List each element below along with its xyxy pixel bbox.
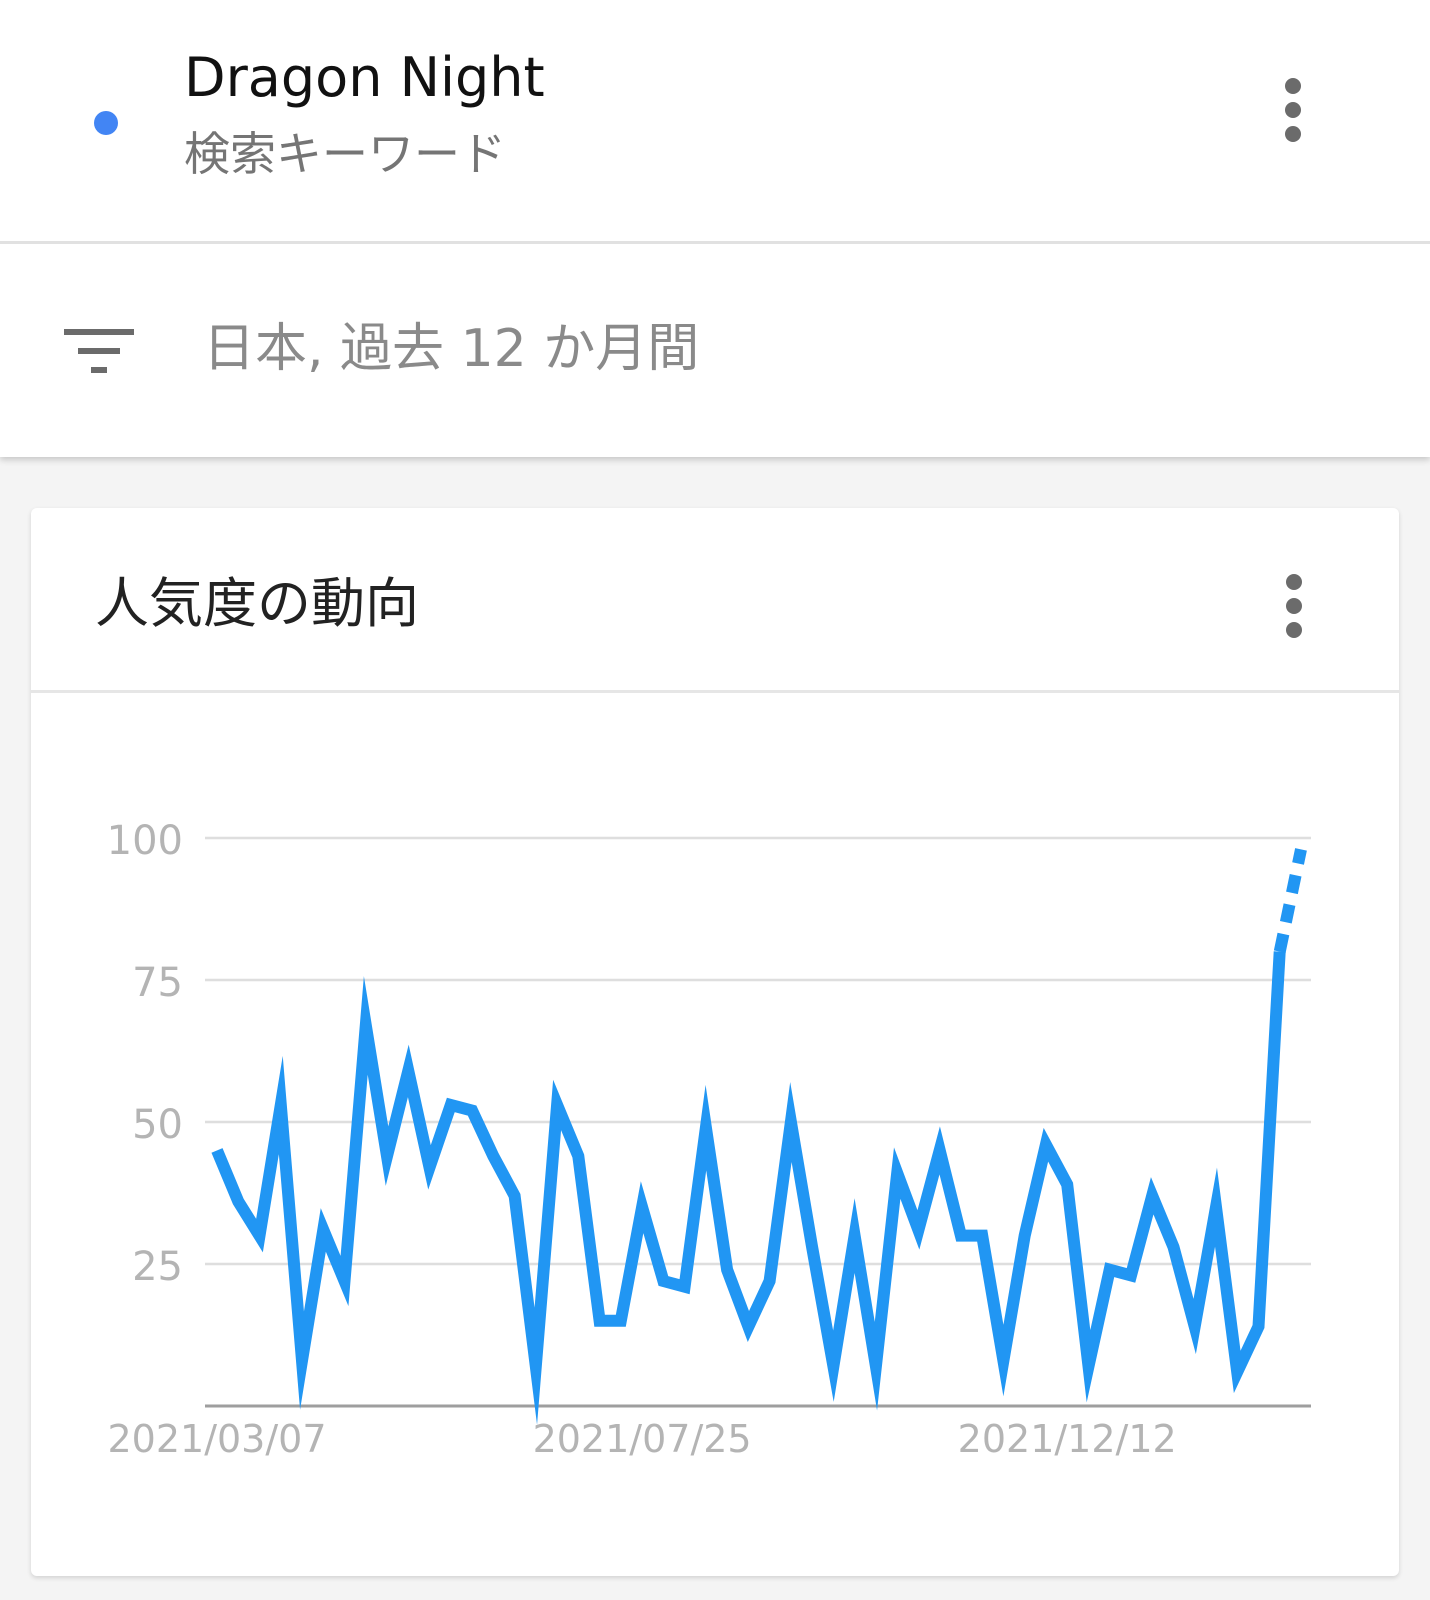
x-tick-label: 2021/03/07 <box>107 1417 326 1461</box>
card-title: 人気度の動向 <box>95 572 419 635</box>
search-term-title: Dragon Night <box>184 46 545 109</box>
search-term-type: 検索キーワード <box>184 127 506 181</box>
interest-over-time-card: 人気度の動向 25 50 75 100 2021/03/07 2021/07/25 2021… <box>31 508 1399 1576</box>
search-term-panel: Dragon Night 検索キーワード 日本, 過去 12 か月間 <box>0 0 1430 457</box>
more-vert-icon[interactable] <box>1271 72 1315 152</box>
divider <box>0 241 1430 244</box>
filter-row[interactable]: 日本, 過去 12 か月間 <box>0 244 1430 457</box>
filter-label: 日本, 過去 12 か月間 <box>203 319 700 379</box>
trend-chart: 25 50 75 100 2021/03/07 2021/07/25 2021/12/12 <box>107 818 1311 1461</box>
x-tick-label: 2021/12/12 <box>958 1417 1177 1461</box>
series-line-partial <box>1273 848 1307 953</box>
search-term-row[interactable]: Dragon Night 検索キーワード <box>0 0 1430 242</box>
y-tick-label: 25 <box>132 1244 183 1290</box>
more-vert-icon[interactable] <box>1272 568 1316 648</box>
y-tick-label: 100 <box>107 818 183 864</box>
y-tick-label: 50 <box>132 1102 183 1148</box>
y-tick-label: 75 <box>132 960 183 1006</box>
series-line <box>211 951 1286 1425</box>
filter-list-icon[interactable] <box>64 329 134 377</box>
x-tick-label: 2021/07/25 <box>533 1417 752 1461</box>
series-color-dot <box>94 111 118 135</box>
divider <box>31 690 1399 693</box>
